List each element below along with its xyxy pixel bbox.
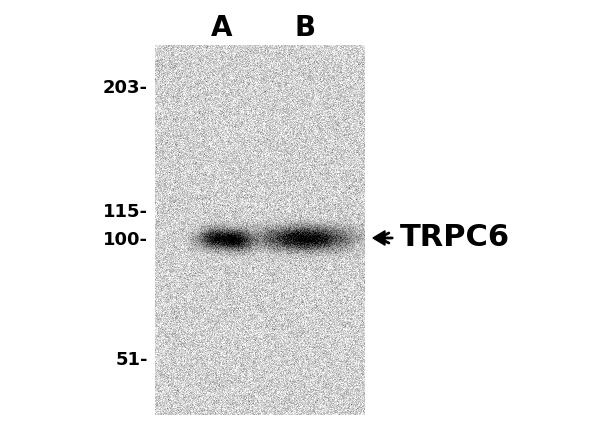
- Text: 100-: 100-: [103, 231, 148, 249]
- Text: A: A: [211, 14, 233, 42]
- Text: 203-: 203-: [103, 79, 148, 97]
- Text: B: B: [295, 14, 316, 42]
- Text: 51-: 51-: [115, 351, 148, 369]
- Text: TRPC6: TRPC6: [400, 224, 510, 253]
- Polygon shape: [373, 231, 385, 245]
- Text: 115-: 115-: [103, 203, 148, 221]
